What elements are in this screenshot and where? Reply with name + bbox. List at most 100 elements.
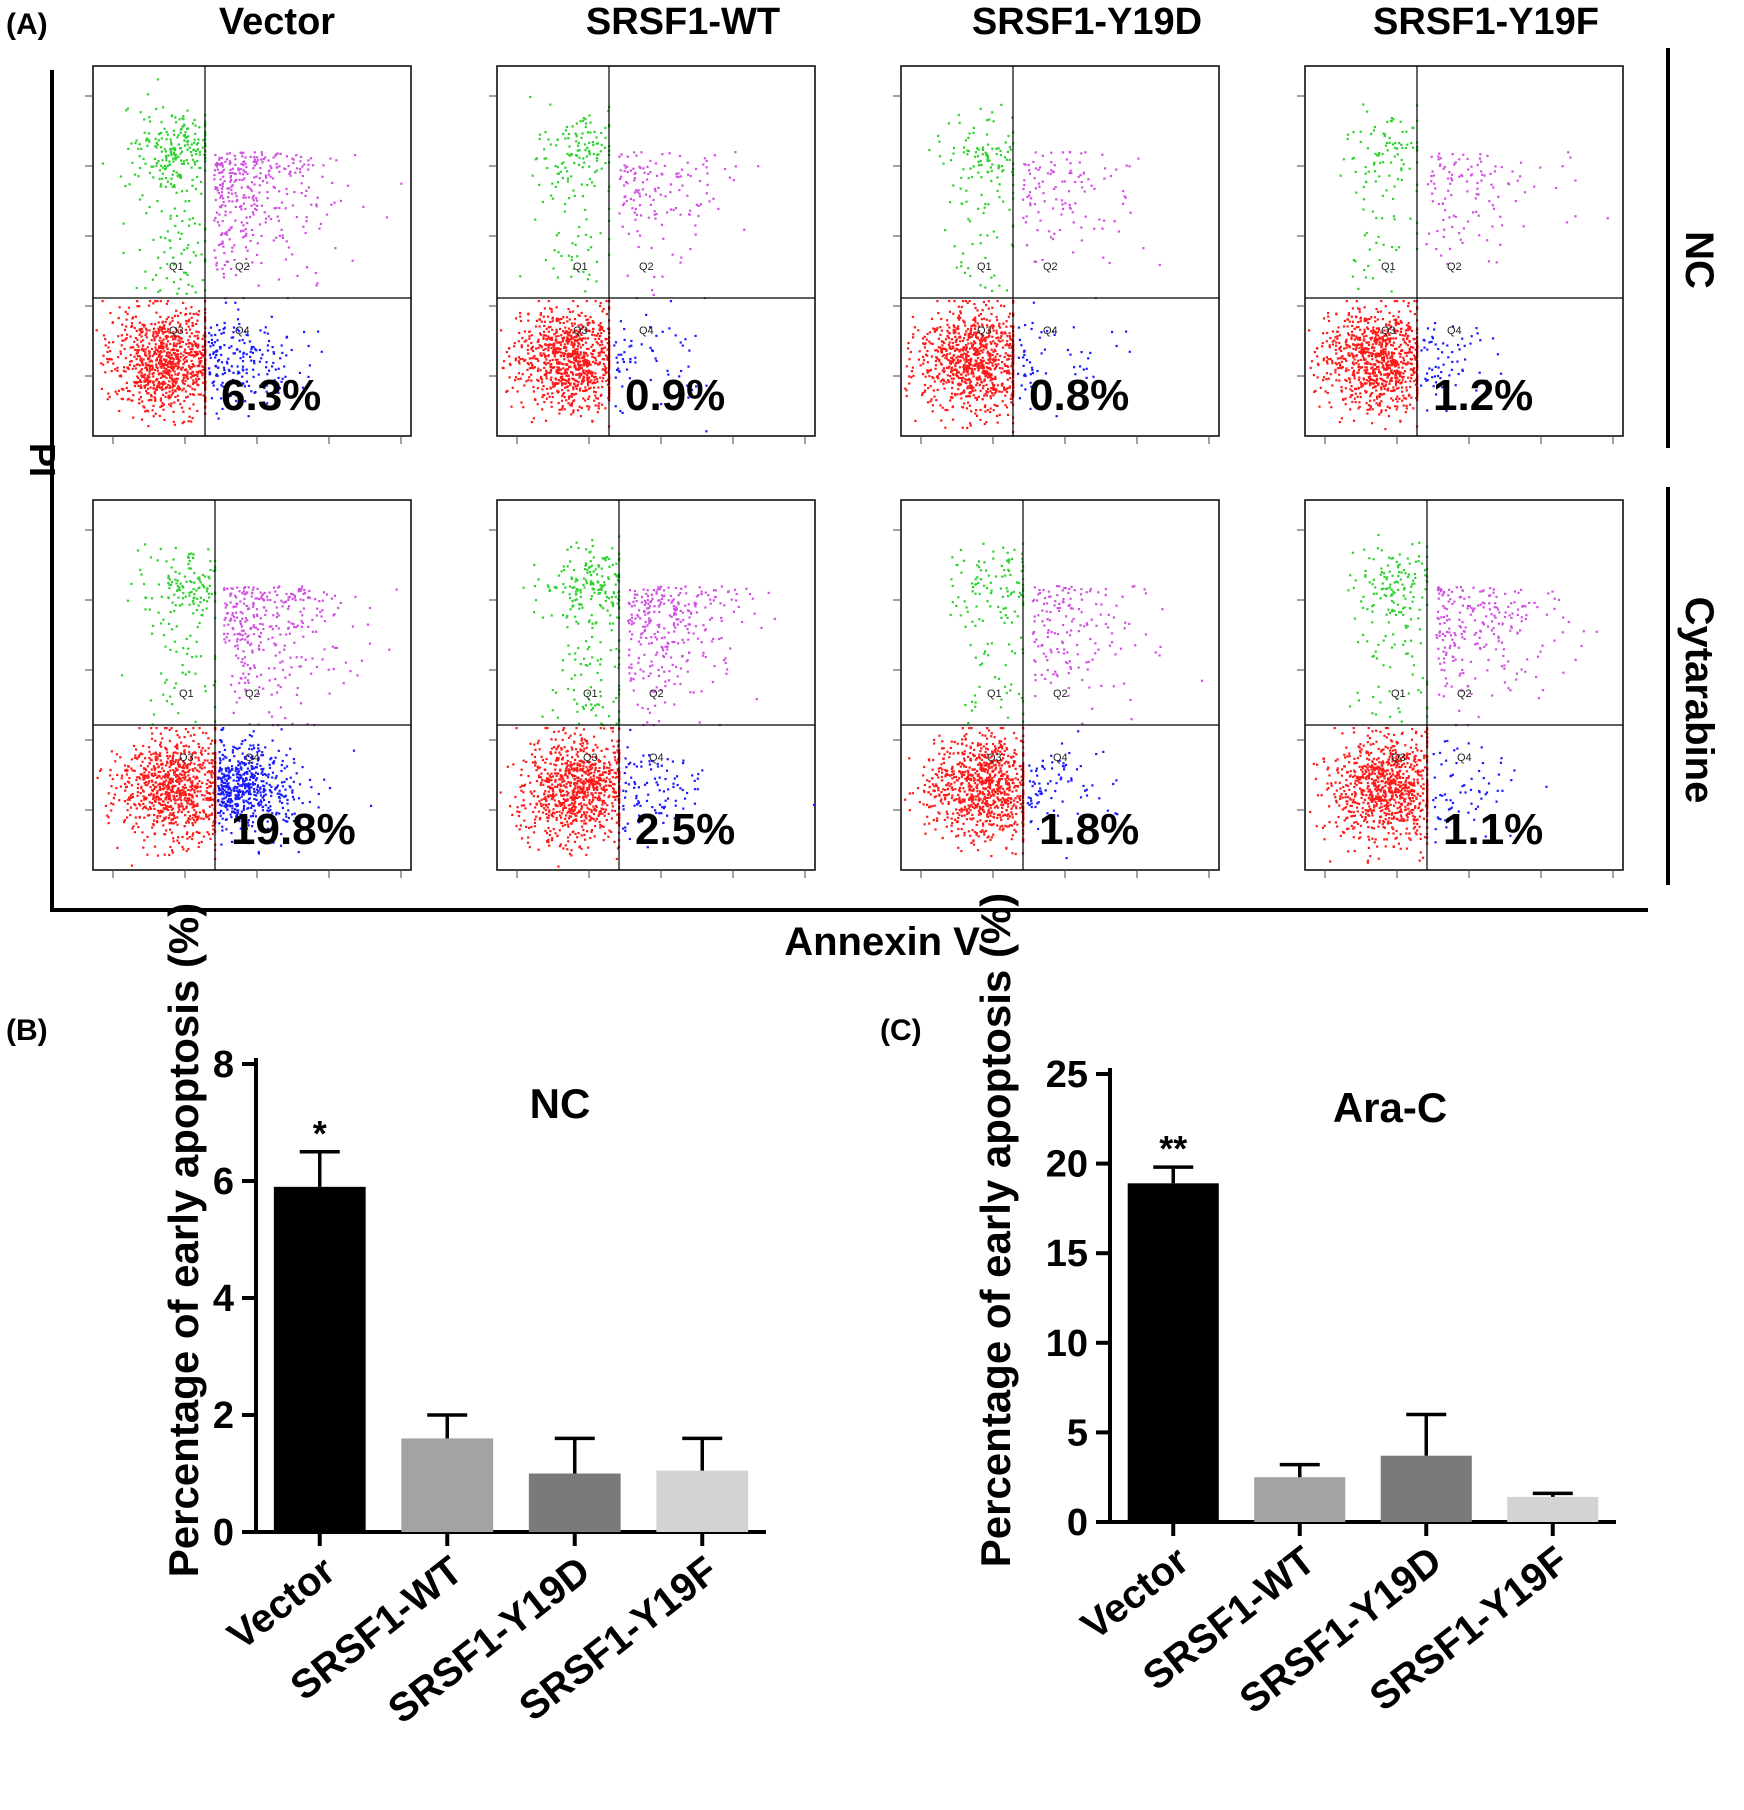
y-tick-label: 0	[1067, 1502, 1088, 1544]
quadrant-label-q2: Q2	[649, 688, 664, 700]
quadrant-label-q2: Q2	[235, 261, 250, 273]
y-tick-label: 5	[1067, 1412, 1088, 1454]
flow-plot-frame	[1304, 499, 1624, 871]
flow-plot-r1-c1: Q1 Q2 Q3 Q4 2.5%	[489, 499, 816, 878]
y-tick-label: 4	[213, 1278, 234, 1320]
quadrant-label-q3: Q3	[1381, 325, 1396, 337]
y-tick-label: 15	[1046, 1233, 1088, 1275]
quadrant-label-q1: Q1	[583, 688, 598, 700]
y-tick-label: 2	[213, 1395, 234, 1437]
chart-b-title: NC	[530, 1080, 591, 1127]
quadrant-label-q1: Q1	[987, 688, 1002, 700]
quadrant-label-q1: Q1	[1381, 261, 1396, 273]
quadrant-label-q1: Q1	[1391, 688, 1406, 700]
flow-plot-frame	[900, 499, 1220, 871]
significance-marker: *	[313, 1113, 327, 1154]
significance-marker: **	[1159, 1128, 1187, 1169]
panel-c-label: (C)	[880, 1014, 922, 1047]
bar-srsf1-y19d	[1380, 1455, 1472, 1522]
flow-plot-r0-c2: Q1 Q2 Q3 Q4 0.8%	[893, 65, 1220, 444]
quadrant-label-q3: Q3	[1391, 752, 1406, 764]
flow-plot-r0-c0: Q1 Q2 Q3 Q4 6.3%	[85, 65, 412, 444]
bar-srsf1-y19f	[656, 1470, 749, 1532]
q4-percentage: 0.8%	[1029, 371, 1129, 420]
quadrant-label-q2: Q2	[1457, 688, 1472, 700]
y-tick-label: 6	[213, 1161, 234, 1203]
y-tick-label: 25	[1046, 1054, 1088, 1096]
flow-cytometry-plots: Q1 Q2 Q3 Q4 6.3% Q1 Q2 Q3 Q4 0.9% Q1 Q2 Q3 Q4 0.8% Q1 Q2…	[85, 65, 1624, 878]
column-header-1: SRSF1-WT	[586, 1, 780, 43]
quadrant-label-q3: Q3	[573, 325, 588, 337]
bar-vector	[1127, 1183, 1219, 1522]
quadrant-label-q4: Q4	[245, 752, 260, 764]
bar-vector	[273, 1186, 366, 1532]
axis-ticks	[489, 95, 806, 444]
q4-percentage: 6.3%	[221, 371, 321, 420]
quadrant-label-q3: Q3	[977, 325, 992, 337]
bar-chart-nc: (B) NC Percentage of early apoptosis (%)…	[6, 903, 766, 1732]
bar-srsf1-y19f	[1507, 1496, 1599, 1522]
quadrant-label-q4: Q4	[1457, 752, 1472, 764]
axis-ticks	[85, 529, 402, 878]
bar-chart-arac: (C) Ara-C Percentage of early apoptosis …	[880, 893, 1616, 1722]
flow-plot-r0-c3: Q1 Q2 Q3 Q4 1.2%	[1297, 65, 1624, 444]
flow-plot-r1-c0: Q1 Q2 Q3 Q4 19.8%	[85, 499, 412, 878]
q4-percentage: 1.1%	[1443, 805, 1543, 854]
axis-ticks	[893, 95, 1210, 444]
flow-plot-events	[499, 535, 816, 868]
y-tick-label: 10	[1046, 1323, 1088, 1365]
quadrant-label-q2: Q2	[1043, 261, 1058, 273]
axis-ticks	[1297, 95, 1614, 444]
x-axis-label-annexin: Annexin V	[784, 920, 980, 964]
flow-plot-r1-c3: Q1 Q2 Q3 Q4 1.1%	[1297, 499, 1624, 878]
y-tick-label: 8	[213, 1044, 234, 1086]
flow-plot-events	[96, 543, 398, 867]
column-header-0: Vector	[219, 1, 335, 43]
flow-plot-r0-c1: Q1 Q2 Q3 Q4 0.9%	[489, 65, 816, 444]
quadrant-label-q4: Q4	[639, 325, 654, 337]
axis-ticks	[85, 95, 402, 444]
column-header-3: SRSF1-Y19F	[1373, 1, 1599, 43]
quadrant-label-q3: Q3	[583, 752, 598, 764]
axis-ticks	[1297, 529, 1614, 878]
chart-b-ylabel: Percentage of early apoptosis (%)	[160, 903, 207, 1578]
flow-plot-frame	[1304, 65, 1624, 437]
quadrant-label-q3: Q3	[179, 752, 194, 764]
flow-plot-events	[904, 542, 1204, 860]
q4-percentage: 1.8%	[1039, 805, 1139, 854]
quadrant-label-q2: Q2	[245, 688, 260, 700]
quadrant-label-q4: Q4	[649, 752, 664, 764]
bar-srsf1-y19d	[528, 1473, 621, 1532]
axis-ticks	[489, 529, 806, 878]
y-tick-label: 0	[213, 1512, 234, 1554]
flow-plot-r1-c2: Q1 Q2 Q3 Q4 1.8%	[893, 499, 1220, 878]
chart-c-title: Ara-C	[1333, 1084, 1447, 1131]
bar-srsf1-wt	[1254, 1477, 1346, 1522]
column-header-2: SRSF1-Y19D	[972, 1, 1202, 43]
panel-a-label: (A)	[6, 8, 48, 41]
q4-percentage: 19.8%	[231, 805, 356, 854]
flow-plot-events	[1308, 103, 1609, 431]
y-axis-label-pi: PI	[22, 443, 63, 477]
panel-b-label: (B)	[6, 1014, 48, 1047]
bar-srsf1-wt	[401, 1438, 494, 1532]
chart-c-ylabel: Percentage of early apoptosis (%)	[972, 893, 1019, 1568]
row-label-cytarabine: Cytarabine	[1677, 597, 1721, 804]
quadrant-label-q1: Q1	[179, 688, 194, 700]
q4-percentage: 0.9%	[625, 371, 725, 420]
q4-percentage: 2.5%	[635, 805, 735, 854]
quadrant-label-q4: Q4	[1043, 325, 1058, 337]
quadrant-label-q1: Q1	[573, 261, 588, 273]
quadrant-label-q3: Q3	[987, 752, 1002, 764]
y-tick-label: 20	[1046, 1144, 1088, 1186]
q4-percentage: 1.2%	[1433, 371, 1533, 420]
quadrant-label-q2: Q2	[1447, 261, 1462, 273]
quadrant-label-q3: Q3	[169, 325, 184, 337]
flow-plot-events	[500, 95, 760, 433]
quadrant-label-q2: Q2	[1053, 688, 1068, 700]
quadrant-label-q4: Q4	[1053, 752, 1068, 764]
quadrant-label-q1: Q1	[169, 261, 184, 273]
flow-plot-frame	[496, 499, 816, 871]
quadrant-label-q4: Q4	[1447, 325, 1462, 337]
